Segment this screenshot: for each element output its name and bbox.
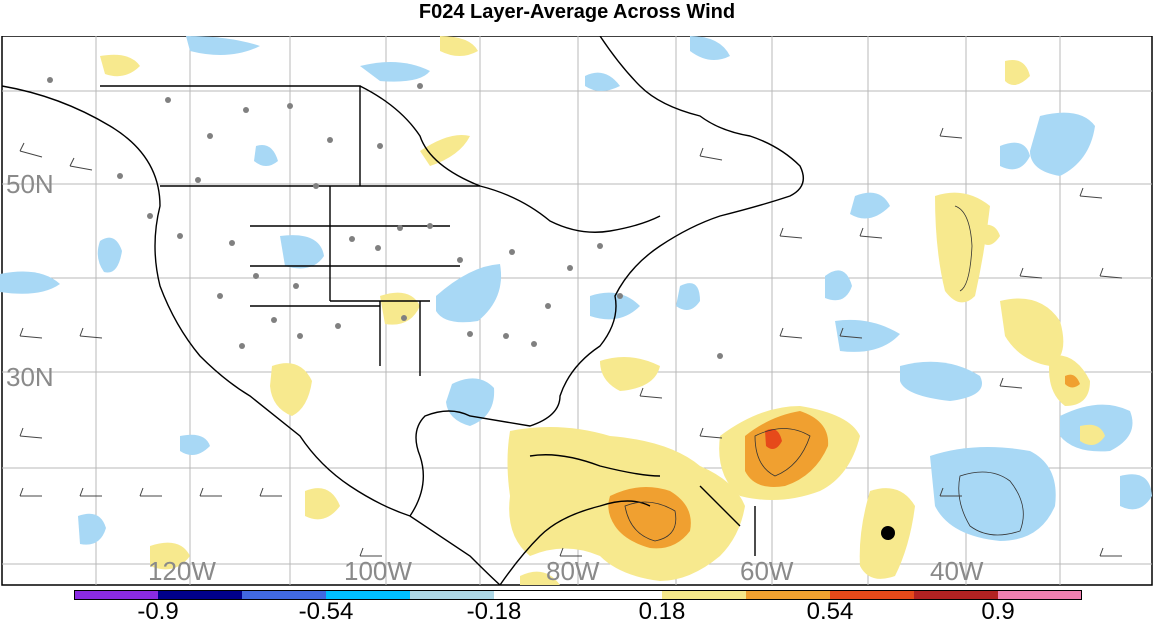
lon-label-100w: 100W [344,556,412,586]
colorbar-segment [158,590,242,600]
colorbar-segment [746,590,830,600]
lon-label-80w: 80W [546,556,600,586]
coastlines-and-borders [1,36,804,586]
negative-anomaly-patches [0,36,1152,545]
colorbar-segment [914,590,998,600]
colorbar-label: 0.54 [806,598,854,625]
wind-barbs [19,127,1123,557]
colorbar-segment [326,590,410,600]
colorbar-segment [494,590,662,600]
colorbar-segment [410,590,494,600]
weather-map: 50N 30N 120W 100W 80W 60W 40W [0,36,1153,586]
colorbar-label: 0.9 [981,598,1015,625]
location-marker [881,526,895,540]
colorbar-segment [74,590,158,600]
map-title: F024 Layer-Average Across Wind [418,1,736,23]
lon-label-40w: 40W [930,556,984,586]
colorbar-label: 0.18 [638,598,686,625]
strongest-positive-patches [765,428,782,450]
colorbar-segment [662,590,746,600]
contour-lines [624,205,1024,542]
colorbar-segment [242,590,326,600]
station-dots [47,77,723,359]
lon-label-120w: 120W [148,556,216,586]
lat-lon-grid [2,36,1152,585]
colorbar [74,590,1082,600]
lon-label-60w: 60W [740,556,794,586]
colorbar-label: -0.18 [466,598,522,625]
colorbar-label: -0.9 [137,598,179,625]
colorbar-label: -0.54 [298,598,354,625]
lat-label-30n: 30N [6,362,54,392]
colorbar-segment [998,590,1082,600]
colorbar-segment [830,590,914,600]
strong-positive-patches [608,374,1080,549]
lat-label-50n: 50N [6,169,54,199]
